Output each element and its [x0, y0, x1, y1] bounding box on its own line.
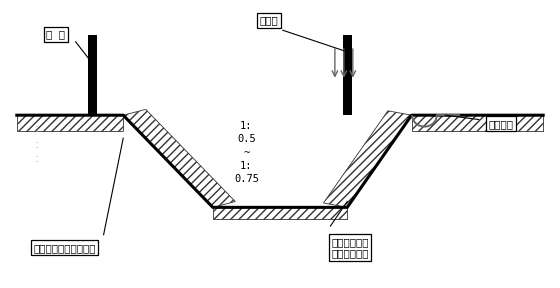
Polygon shape: [17, 115, 123, 131]
Text: 1:
0.5
~
1:
0.75: 1: 0.5 ~ 1: 0.75: [234, 121, 259, 184]
Polygon shape: [412, 115, 543, 131]
Polygon shape: [324, 111, 412, 207]
Text: 观察坑壁边缘
有无松散塔落: 观察坑壁边缘 有无松散塔落: [332, 237, 368, 259]
Text: 观察坑壁边缘有无裂缝: 观察坑壁边缘有无裂缝: [33, 243, 96, 253]
Polygon shape: [213, 207, 347, 219]
Text: 护  栏: 护 栏: [46, 30, 66, 39]
Text: :
:
:: : : :: [34, 122, 39, 166]
Bar: [343, 35, 352, 115]
Bar: [88, 35, 97, 115]
Polygon shape: [123, 109, 235, 207]
Text: 设截水沟: 设截水沟: [489, 119, 514, 129]
Text: 设护道: 设护道: [259, 15, 278, 25]
